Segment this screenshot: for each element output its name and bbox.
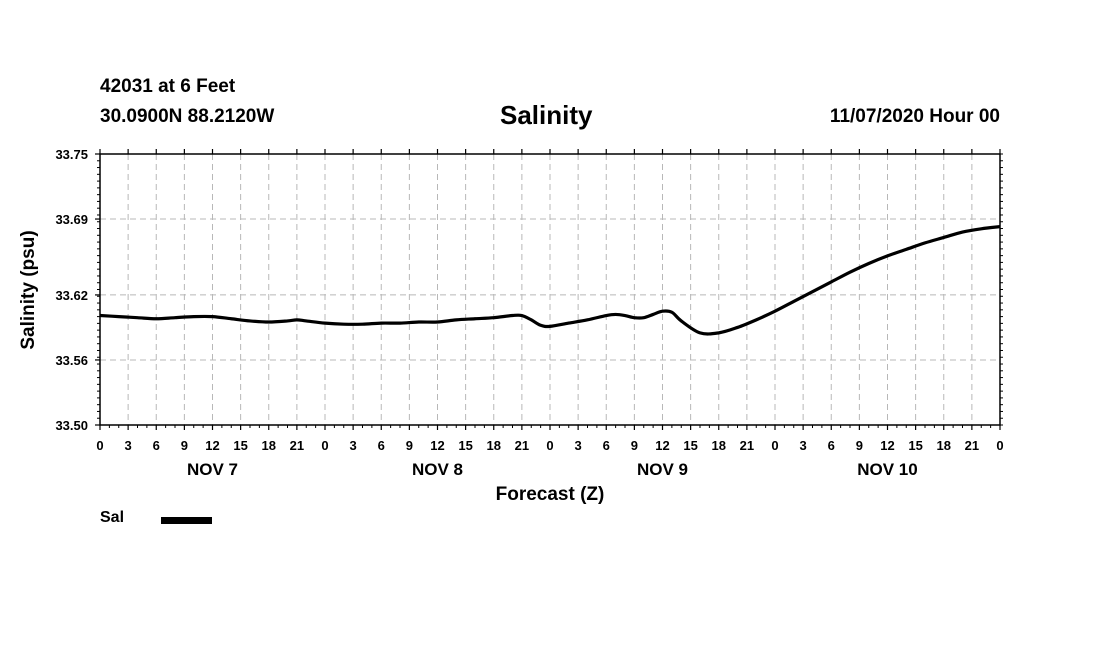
- x-tick-label: 6: [828, 438, 835, 453]
- x-tick-label: 15: [908, 438, 922, 453]
- x-tick-label: 3: [125, 438, 132, 453]
- y-tick-label: 33.75: [55, 147, 88, 162]
- legend-label: Sal: [100, 509, 125, 526]
- day-label: NOV 7: [187, 460, 238, 479]
- x-tick-label: 15: [233, 438, 247, 453]
- x-tick-label: 6: [153, 438, 160, 453]
- chart-title: Salinity: [500, 100, 593, 130]
- x-tick-label: 12: [430, 438, 444, 453]
- x-tick-label: 0: [546, 438, 553, 453]
- x-axis-title: Forecast (Z): [496, 484, 605, 505]
- day-label: NOV 10: [857, 460, 917, 479]
- ticks: [95, 149, 1003, 430]
- tick-labels: 33.50 33.56 33.62 33.69 33.75 0 3 6 9 12 15 18 21 0 3 6…: [55, 147, 1003, 479]
- x-tick-label: 9: [181, 438, 188, 453]
- x-tick-label: 3: [800, 438, 807, 453]
- x-tick-label: 15: [683, 438, 697, 453]
- x-tick-label: 21: [740, 438, 754, 453]
- grid: [100, 154, 1000, 425]
- y-axis-title: Salinity (psu): [18, 230, 39, 349]
- x-tick-label: 9: [856, 438, 863, 453]
- x-tick-label: 12: [880, 438, 894, 453]
- day-label: NOV 9: [637, 460, 688, 479]
- x-tick-label: 0: [96, 438, 103, 453]
- x-tick-label: 9: [406, 438, 413, 453]
- station-coords: 30.0900N 88.2120W: [100, 106, 275, 127]
- x-tick-label: 15: [458, 438, 472, 453]
- x-tick-label: 3: [350, 438, 357, 453]
- day-label: NOV 8: [412, 460, 463, 479]
- x-tick-label: 3: [575, 438, 582, 453]
- x-tick-label: 0: [996, 438, 1003, 453]
- x-tick-label: 21: [965, 438, 979, 453]
- x-tick-label: 0: [771, 438, 778, 453]
- x-tick-label: 21: [290, 438, 304, 453]
- station-id: 42031 at 6 Feet: [100, 76, 236, 97]
- x-tick-label: 18: [487, 438, 501, 453]
- x-tick-label: 9: [631, 438, 638, 453]
- x-tick-label: 0: [321, 438, 328, 453]
- y-tick-label: 33.56: [55, 353, 88, 368]
- x-tick-label: 18: [712, 438, 726, 453]
- x-tick-label: 6: [378, 438, 385, 453]
- y-tick-label: 33.69: [55, 212, 88, 227]
- chart-timestamp: 11/07/2020 Hour 00: [829, 106, 1000, 127]
- series-line-sal: [99, 225, 1001, 336]
- x-tick-label: 12: [205, 438, 219, 453]
- y-tick-label: 33.62: [55, 288, 88, 303]
- legend-swatch: [161, 517, 212, 524]
- x-tick-label: 18: [262, 438, 276, 453]
- x-tick-label: 6: [603, 438, 610, 453]
- x-tick-label: 18: [937, 438, 951, 453]
- x-tick-label: 12: [655, 438, 669, 453]
- x-tick-label: 21: [515, 438, 529, 453]
- y-tick-label: 33.50: [55, 418, 88, 433]
